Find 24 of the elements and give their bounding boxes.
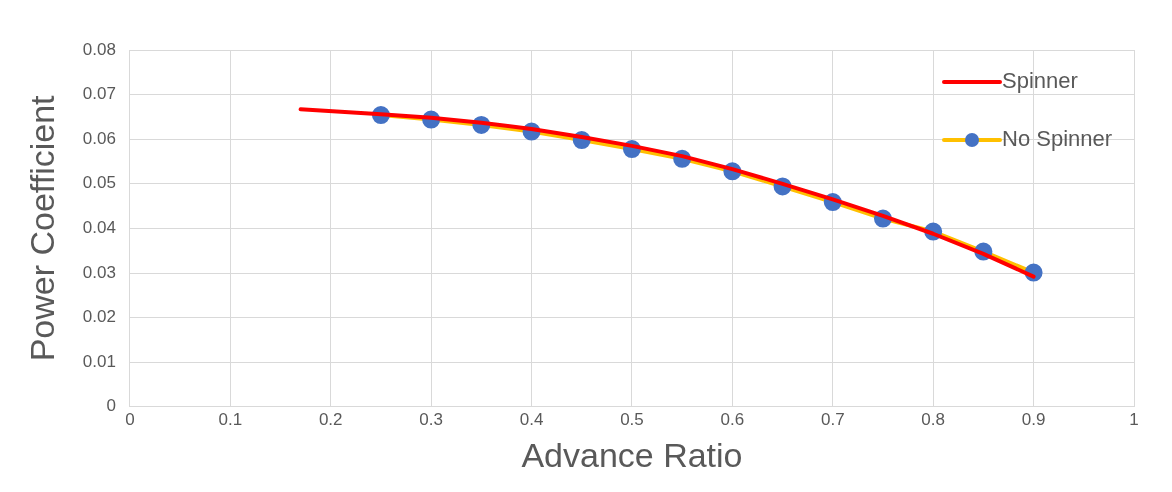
y-tick-label: 0.06: [82, 128, 116, 148]
x-tick-label: 0: [125, 409, 135, 429]
x-tick-label: 0.5: [620, 409, 644, 429]
x-tick-label: 0.6: [720, 409, 745, 429]
x-tick-label: 0.9: [1021, 409, 1046, 429]
x-tick-label: 0.4: [519, 409, 544, 429]
y-tick-label: 0.02: [82, 307, 116, 327]
x-tick-label: 0.1: [218, 409, 243, 429]
legend-label: Spinner: [1002, 68, 1078, 94]
y-tick-label: 0.01: [82, 351, 116, 371]
y-tick-label: 0.04: [82, 218, 116, 238]
y-axis-title: Power Coefficient: [22, 94, 61, 362]
x-tick-label: 0.3: [419, 409, 443, 429]
x-tick-label: 0.8: [921, 409, 945, 429]
y-tick-label: 0.08: [82, 39, 116, 59]
legend-label: No Spinner: [1002, 126, 1113, 152]
x-axis-title: Advance Ratio: [521, 435, 743, 474]
x-tick-label: 0.7: [820, 409, 845, 429]
y-tick-label: 0.05: [82, 173, 116, 193]
x-tick-label: 1: [1129, 409, 1139, 429]
y-tick-label: 0: [106, 396, 116, 416]
y-tick-label: 0.07: [82, 84, 116, 104]
y-tick-label: 0.03: [82, 262, 116, 282]
x-tick-label: 0.2: [318, 409, 343, 429]
